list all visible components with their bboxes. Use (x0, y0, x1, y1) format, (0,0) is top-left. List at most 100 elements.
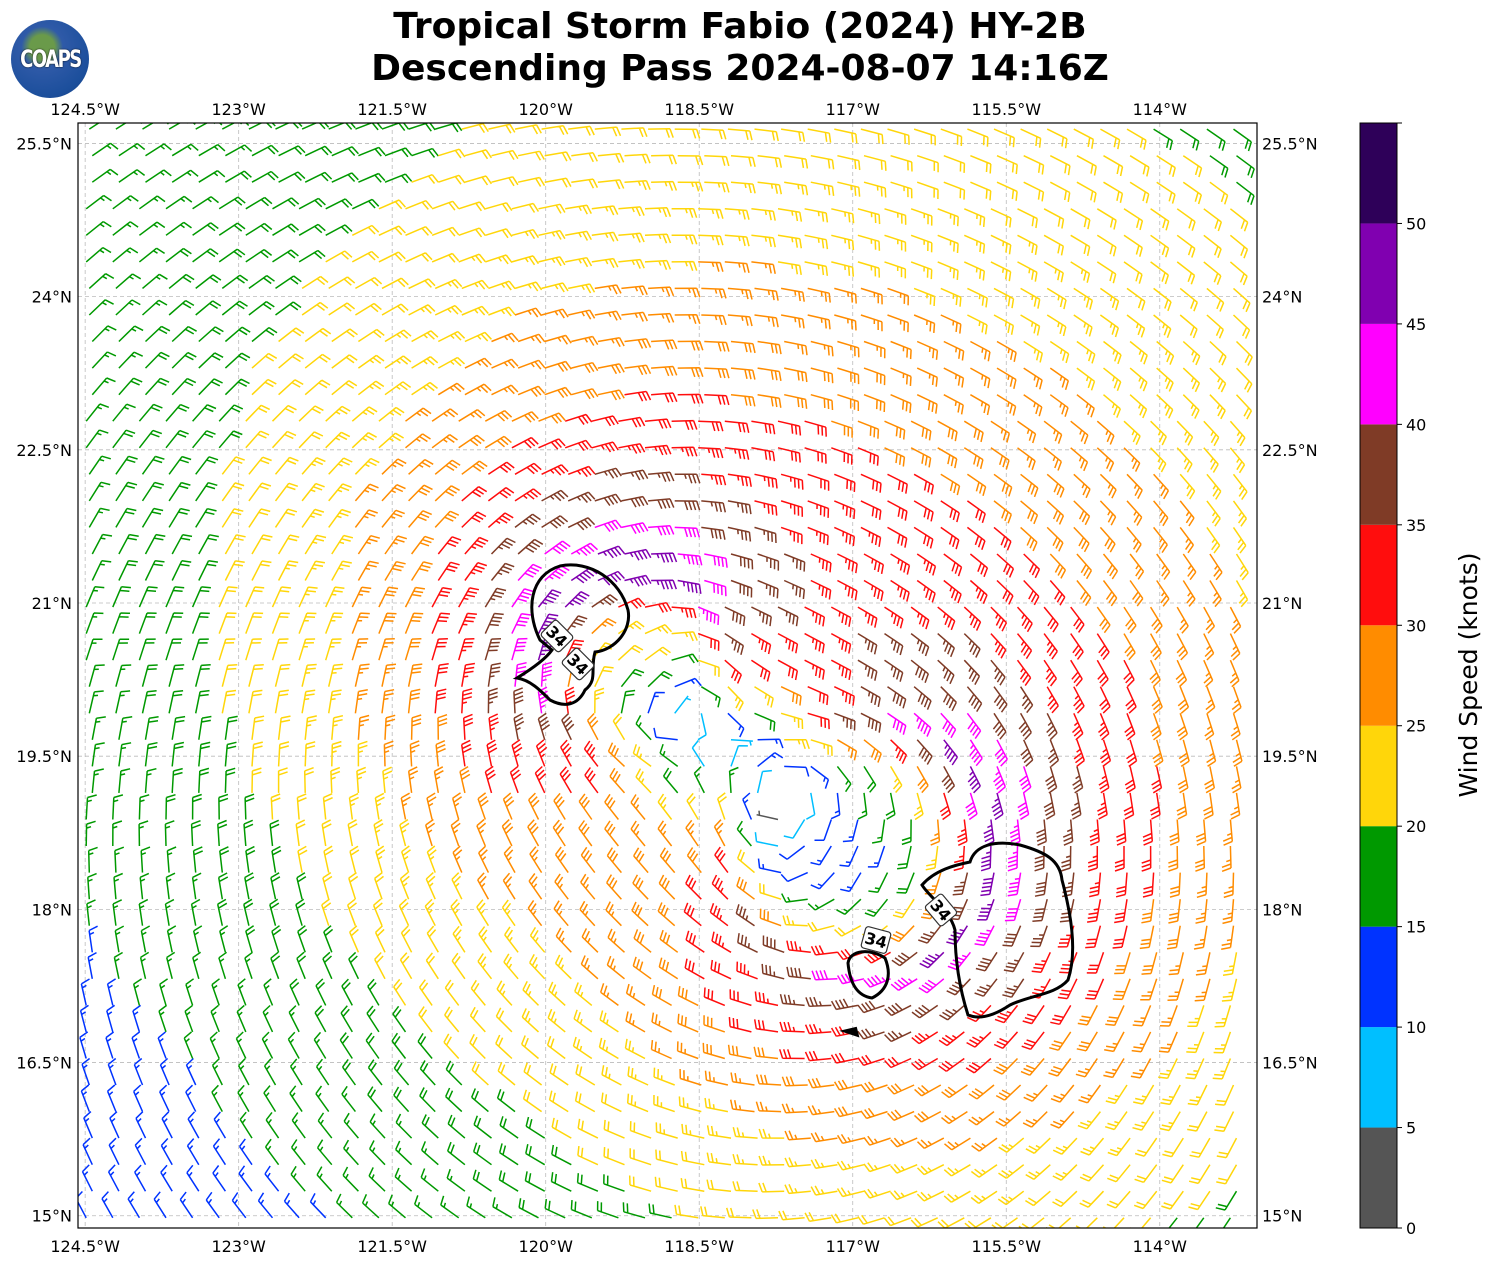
wind-barb (271, 430, 297, 449)
wind-barb (224, 326, 251, 343)
wind-barb (751, 234, 776, 248)
wind-barb (1203, 234, 1222, 259)
lat-tick-label-right: 21°N (1262, 594, 1302, 613)
wind-barb (564, 615, 588, 635)
wind-barb (325, 431, 351, 449)
wind-barb (466, 1196, 486, 1219)
wind-barb (653, 1067, 675, 1086)
wind-barb (783, 579, 806, 599)
wind-barb (648, 1203, 672, 1219)
wind-barb (704, 154, 730, 167)
wind-barb (1020, 500, 1039, 525)
wind-barb (1232, 500, 1248, 527)
wind-barb (651, 154, 678, 165)
lat-tick-label-left: 25.5°N (16, 134, 72, 153)
wind-barb (304, 379, 331, 396)
wind-barb (605, 901, 622, 927)
wind-barb (168, 664, 185, 687)
wind-barb (132, 978, 143, 1006)
wind-barb (607, 742, 626, 767)
wind-barb (830, 1052, 859, 1064)
wind-barb (317, 1112, 333, 1139)
wind-barb (916, 154, 939, 173)
wind-barb (138, 429, 163, 449)
wind-barb (674, 473, 701, 484)
wind-barb (514, 462, 542, 475)
wind-barb (966, 473, 987, 497)
wind-barb (1123, 447, 1141, 472)
wind-barb (1096, 447, 1115, 472)
wind-barb (943, 553, 963, 577)
wind-barb (830, 1026, 859, 1037)
wind-barb (732, 1127, 758, 1139)
lon-tick-label-bottom: 123°W (212, 1237, 267, 1256)
wind-barb (224, 534, 246, 555)
wind-barb (1045, 766, 1058, 794)
wind-barb (113, 951, 123, 979)
wind-barb (1016, 659, 1032, 687)
wind-barb (491, 332, 519, 343)
wind-barb (447, 1114, 466, 1139)
wind-barb (651, 180, 678, 191)
wind-barb (831, 447, 853, 465)
wind-barb (496, 980, 513, 1006)
wind-barb (218, 222, 246, 236)
wind-barb (836, 765, 852, 793)
wind-barb (1223, 872, 1235, 899)
wind-barb (271, 586, 291, 608)
wind-barb (544, 1199, 566, 1219)
wind-barb (195, 456, 219, 475)
wind-barb (939, 792, 952, 821)
wind-barb (1020, 526, 1038, 552)
wind-barb (940, 712, 957, 739)
wind-barb (807, 500, 830, 518)
wind-barb (1049, 155, 1071, 176)
wind-barb (659, 929, 679, 953)
wind-barb (138, 247, 166, 263)
wind-barb (1209, 367, 1227, 393)
wind-barb (897, 845, 912, 870)
wind-barb (1130, 1217, 1152, 1228)
wind-barb (171, 560, 192, 581)
wind-barb (1222, 819, 1234, 846)
wind-barb (651, 984, 672, 1007)
wind-barb (550, 1172, 572, 1192)
wind-barb (399, 952, 413, 980)
wind-barb (697, 632, 720, 651)
wind-barb (357, 380, 385, 396)
wind-barb (635, 715, 652, 741)
wind-barb (1103, 181, 1124, 203)
wind-barb (354, 663, 370, 687)
wind-barb (165, 221, 192, 236)
wind-barb (277, 767, 288, 793)
colorbar-tick-label: 30 (1406, 616, 1426, 635)
wind-barb (871, 819, 886, 844)
wind-barb (541, 515, 569, 529)
wind-barb (78, 1190, 87, 1219)
wind-barb (381, 509, 405, 528)
wind-barb (1102, 553, 1119, 580)
wind-barb (779, 994, 805, 1007)
wind-barb (579, 900, 596, 927)
wind-barb (458, 587, 480, 608)
wind-barb (1073, 739, 1086, 767)
wind-barb (248, 689, 263, 714)
wind-barb (1132, 1005, 1152, 1027)
wind-barb (884, 447, 906, 467)
wind-barb (754, 128, 779, 142)
wind-barb (134, 1137, 147, 1166)
wind-barb (727, 287, 753, 300)
wind-barb (737, 849, 755, 874)
wind-barb (191, 586, 211, 608)
wind-barb (405, 200, 433, 210)
wind-barb (484, 410, 513, 422)
wind-barb (701, 500, 727, 513)
wind-barb (777, 261, 802, 276)
wind-barb (1126, 526, 1142, 553)
wind-barb (251, 144, 279, 157)
wind-barb (275, 301, 302, 316)
wind-barb (1206, 314, 1224, 339)
colorbar-bin (1360, 625, 1397, 726)
wind-barb (272, 197, 300, 210)
wind-barb (754, 500, 778, 516)
